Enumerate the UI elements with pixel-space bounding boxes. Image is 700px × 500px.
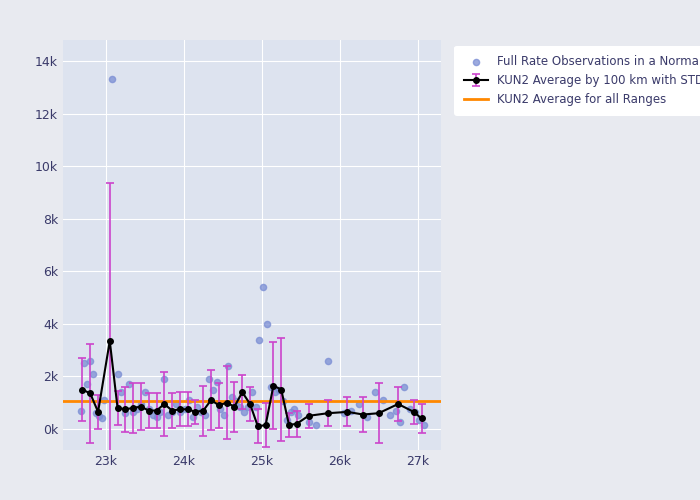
- Full Rate Observations in a Normal Point: [270, 388, 281, 396]
- Full Rate Observations in a Normal Point: [385, 410, 396, 418]
- Full Rate Observations in a Normal Point: [127, 408, 139, 416]
- Full Rate Observations in a Normal Point: [230, 398, 241, 406]
- Full Rate Observations in a Normal Point: [323, 356, 334, 364]
- Full Rate Observations in a Normal Point: [265, 383, 276, 391]
- Full Rate Observations in a Normal Point: [120, 409, 131, 417]
- Full Rate Observations in a Normal Point: [93, 412, 104, 420]
- Full Rate Observations in a Normal Point: [399, 383, 410, 391]
- Full Rate Observations in a Normal Point: [97, 414, 108, 422]
- Full Rate Observations in a Normal Point: [369, 388, 380, 396]
- Full Rate Observations in a Normal Point: [199, 410, 211, 418]
- Full Rate Observations in a Normal Point: [238, 408, 249, 416]
- Full Rate Observations in a Normal Point: [162, 410, 174, 418]
- Full Rate Observations in a Normal Point: [155, 408, 166, 416]
- Full Rate Observations in a Normal Point: [139, 388, 150, 396]
- Full Rate Observations in a Normal Point: [234, 402, 246, 410]
- Full Rate Observations in a Normal Point: [99, 396, 110, 404]
- Full Rate Observations in a Normal Point: [106, 76, 118, 84]
- Full Rate Observations in a Normal Point: [293, 410, 304, 418]
- Full Rate Observations in a Normal Point: [132, 406, 143, 413]
- Full Rate Observations in a Normal Point: [258, 283, 269, 291]
- Full Rate Observations in a Normal Point: [377, 396, 388, 404]
- Full Rate Observations in a Normal Point: [390, 406, 401, 414]
- Full Rate Observations in a Normal Point: [195, 408, 206, 416]
- Full Rate Observations in a Normal Point: [395, 418, 406, 426]
- Full Rate Observations in a Normal Point: [409, 408, 420, 416]
- Full Rate Observations in a Normal Point: [250, 402, 261, 410]
- Full Rate Observations in a Normal Point: [285, 408, 296, 416]
- Full Rate Observations in a Normal Point: [174, 408, 186, 416]
- Full Rate Observations in a Normal Point: [116, 388, 127, 396]
- Full Rate Observations in a Normal Point: [192, 402, 203, 410]
- Full Rate Observations in a Normal Point: [289, 406, 300, 413]
- Full Rate Observations in a Normal Point: [207, 386, 218, 394]
- Full Rate Observations in a Normal Point: [277, 398, 288, 406]
- Full Rate Observations in a Normal Point: [281, 416, 293, 424]
- Full Rate Observations in a Normal Point: [303, 418, 314, 426]
- Full Rate Observations in a Normal Point: [180, 406, 191, 413]
- Full Rate Observations in a Normal Point: [151, 413, 162, 421]
- Full Rate Observations in a Normal Point: [218, 410, 230, 418]
- Full Rate Observations in a Normal Point: [188, 413, 199, 421]
- Full Rate Observations in a Normal Point: [147, 410, 158, 418]
- Full Rate Observations in a Normal Point: [346, 406, 357, 414]
- Full Rate Observations in a Normal Point: [88, 370, 99, 378]
- Full Rate Observations in a Normal Point: [167, 408, 178, 416]
- Full Rate Observations in a Normal Point: [78, 360, 90, 368]
- Full Rate Observations in a Normal Point: [76, 406, 87, 414]
- Full Rate Observations in a Normal Point: [262, 320, 273, 328]
- Full Rate Observations in a Normal Point: [112, 370, 123, 378]
- Full Rate Observations in a Normal Point: [159, 375, 170, 383]
- Full Rate Observations in a Normal Point: [242, 402, 253, 410]
- Full Rate Observations in a Normal Point: [246, 388, 257, 396]
- Full Rate Observations in a Normal Point: [223, 362, 234, 370]
- Full Rate Observations in a Normal Point: [338, 409, 349, 417]
- Full Rate Observations in a Normal Point: [90, 409, 101, 417]
- Full Rate Observations in a Normal Point: [419, 421, 430, 429]
- Full Rate Observations in a Normal Point: [404, 406, 415, 413]
- Full Rate Observations in a Normal Point: [203, 375, 214, 383]
- Full Rate Observations in a Normal Point: [124, 380, 135, 388]
- Full Rate Observations in a Normal Point: [135, 400, 146, 408]
- Full Rate Observations in a Normal Point: [254, 336, 265, 344]
- Full Rate Observations in a Normal Point: [273, 386, 284, 394]
- Full Rate Observations in a Normal Point: [85, 356, 96, 364]
- Full Rate Observations in a Normal Point: [227, 394, 238, 402]
- Legend: Full Rate Observations in a Normal Point, KUN2 Average by 100 km with STD, KUN2 : Full Rate Observations in a Normal Point…: [454, 46, 700, 116]
- Full Rate Observations in a Normal Point: [215, 406, 226, 413]
- Full Rate Observations in a Normal Point: [361, 413, 372, 421]
- Full Rate Observations in a Normal Point: [211, 378, 222, 386]
- Full Rate Observations in a Normal Point: [354, 400, 365, 408]
- Full Rate Observations in a Normal Point: [170, 400, 181, 408]
- Full Rate Observations in a Normal Point: [183, 396, 195, 404]
- Full Rate Observations in a Normal Point: [82, 380, 93, 388]
- Full Rate Observations in a Normal Point: [311, 421, 322, 429]
- Full Rate Observations in a Normal Point: [143, 406, 154, 413]
- Full Rate Observations in a Normal Point: [414, 416, 425, 424]
